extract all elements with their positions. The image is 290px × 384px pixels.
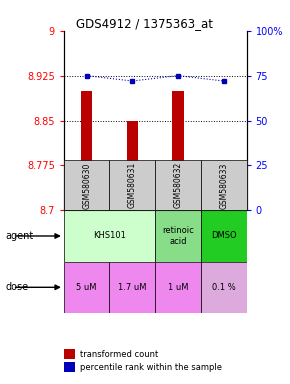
Text: 1.7 uM: 1.7 uM bbox=[118, 283, 146, 292]
Text: 5 uM: 5 uM bbox=[76, 283, 97, 292]
Text: agent: agent bbox=[6, 231, 34, 241]
Text: retinoic
acid: retinoic acid bbox=[162, 226, 194, 246]
Bar bbox=[64, 210, 155, 262]
Text: GSM580633: GSM580633 bbox=[219, 162, 228, 209]
Bar bbox=[127, 121, 138, 210]
Text: KHS101: KHS101 bbox=[93, 232, 126, 240]
Bar bbox=[110, 161, 155, 210]
Bar bbox=[155, 262, 201, 313]
Bar bbox=[201, 262, 246, 313]
Text: GSM580631: GSM580631 bbox=[128, 162, 137, 209]
Bar bbox=[172, 91, 184, 210]
Text: GSM580630: GSM580630 bbox=[82, 162, 91, 209]
Text: DMSO: DMSO bbox=[211, 232, 236, 240]
Text: 1 uM: 1 uM bbox=[168, 283, 188, 292]
Bar bbox=[64, 161, 110, 210]
Text: transformed count: transformed count bbox=[80, 350, 158, 359]
Text: GSM580632: GSM580632 bbox=[173, 162, 182, 209]
Bar bbox=[81, 91, 92, 210]
Bar bbox=[64, 262, 110, 313]
Bar bbox=[218, 186, 229, 210]
Bar bbox=[155, 161, 201, 210]
Text: GDS4912 / 1375363_at: GDS4912 / 1375363_at bbox=[77, 17, 213, 30]
Text: 0.1 %: 0.1 % bbox=[212, 283, 235, 292]
Bar bbox=[201, 161, 246, 210]
Bar bbox=[155, 210, 201, 262]
Text: dose: dose bbox=[6, 282, 29, 292]
Bar bbox=[110, 262, 155, 313]
Text: percentile rank within the sample: percentile rank within the sample bbox=[80, 362, 222, 372]
Bar bbox=[201, 210, 246, 262]
